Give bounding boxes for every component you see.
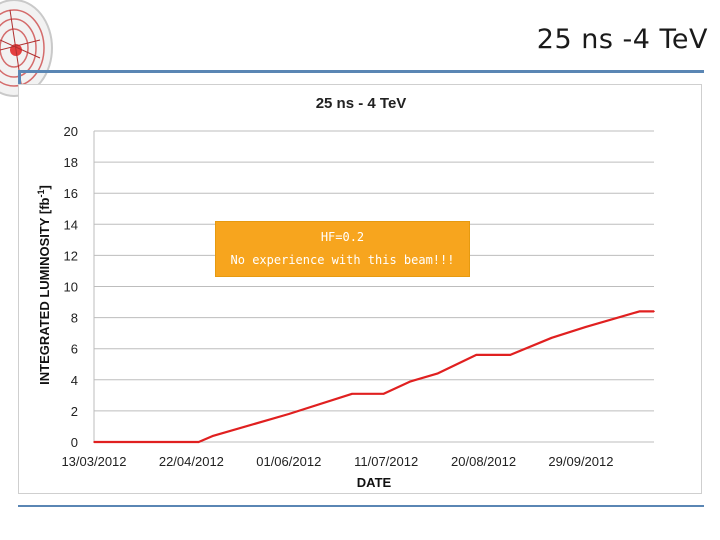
- x-tick-label: 01/06/2012: [256, 454, 321, 469]
- data-point: [409, 380, 412, 383]
- data-point: [585, 326, 587, 328]
- y-tick-label: 18: [64, 155, 78, 170]
- y-tick-labels: 0 2 4 6 8 10 12 14 16 18 20: [64, 124, 78, 450]
- chart-frame: 0 2 4 6 8 10 12 14 16 18 20 13/03/2012 22/04/2012 01…: [18, 84, 702, 494]
- x-tick-labels: 13/03/2012 22/04/2012 01/06/2012 11/07/2012…: [61, 454, 613, 469]
- slide-title: 25 ns -4 TeV: [536, 24, 708, 55]
- x-tick-label: 22/04/2012: [159, 454, 224, 469]
- y-tick-label: 4: [71, 373, 78, 388]
- x-tick-label: 13/03/2012: [61, 454, 126, 469]
- data-point: [382, 392, 385, 395]
- data-point: [212, 434, 215, 437]
- x-tick-label: 11/07/2012: [354, 454, 418, 469]
- x-axis-title: DATE: [357, 475, 392, 490]
- series-layer: [93, 310, 655, 444]
- y-axis-title-sup: -1: [36, 190, 46, 198]
- series-line: [94, 310, 654, 444]
- data-point: [436, 372, 439, 375]
- y-tick-label: 16: [64, 186, 78, 201]
- title-rule: [18, 70, 704, 73]
- data-point: [638, 310, 641, 313]
- luminosity-chart: 0 2 4 6 8 10 12 14 16 18 20 13/03/2012 22/04/2012 01…: [36, 95, 655, 490]
- data-point: [550, 337, 553, 339]
- y-tick-label: 0: [71, 435, 78, 450]
- data-point: [93, 441, 95, 443]
- y-tick-label: 12: [64, 248, 78, 263]
- y-axis-title-main: INTEGRATED LUMINOSITY [fb: [37, 197, 52, 384]
- y-axis-title: INTEGRATED LUMINOSITY [fb-1]: [36, 185, 52, 385]
- y-tick-label: 14: [64, 217, 78, 232]
- y-tick-label: 10: [64, 280, 78, 295]
- grid-layer: [93, 130, 654, 443]
- footer-rule: [18, 505, 704, 507]
- y-axis-title-end: ]: [37, 185, 52, 189]
- data-point: [287, 413, 290, 415]
- data-point: [509, 354, 512, 356]
- chart-title: 25 ns - 4 TeV: [316, 95, 407, 112]
- y-tick-label: 20: [64, 124, 78, 139]
- x-tick-label: 29/09/2012: [548, 454, 613, 469]
- annotation-line-2: No experience with this beam!!!: [230, 253, 455, 267]
- annotation-line-1: HF=0.2: [320, 230, 365, 244]
- annotation-box: HF=0.2 No experience with this beam!!!: [215, 221, 470, 277]
- data-point: [197, 441, 200, 443]
- data-point: [653, 310, 655, 313]
- y-tick-label: 8: [71, 311, 78, 326]
- x-tick-label: 20/08/2012: [451, 454, 516, 469]
- y-tick-label: 2: [71, 404, 78, 419]
- data-point: [475, 354, 478, 356]
- y-tick-label: 6: [71, 342, 78, 357]
- data-point: [351, 392, 353, 395]
